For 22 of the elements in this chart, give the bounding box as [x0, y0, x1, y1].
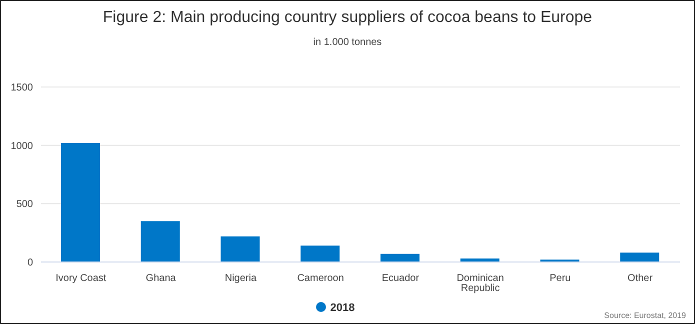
y-tick-label: 500: [16, 199, 34, 210]
bar: [220, 236, 260, 262]
y-tick-label: 1000: [10, 140, 34, 152]
x-tick-label: Other: [628, 273, 654, 284]
x-tick-label: Ecuador: [382, 273, 420, 284]
chart-title: Figure 2: Main producing country suppliers of cocoa beans to Europe: [102, 9, 594, 27]
source-note: Source: Eurostat, 2019: [604, 311, 686, 320]
x-tick-label: Nigeria: [224, 273, 257, 284]
y-tick-label: 0: [27, 258, 34, 269]
x-tick-label: Ivory Coast: [56, 273, 106, 284]
x-tick-label: Peru: [550, 273, 571, 284]
legend-label: 2018: [330, 302, 355, 314]
bar: [140, 221, 180, 262]
chart-subtitle: in 1.000 tonnes: [312, 37, 383, 48]
bar: [380, 254, 420, 262]
bar: [620, 252, 660, 262]
x-tick-label: Ghana: [146, 273, 176, 284]
x-tick-label: Dominican Republic: [456, 273, 504, 294]
bar: [61, 143, 100, 262]
x-tick-label: Cameroon: [297, 273, 344, 284]
bar: [300, 246, 340, 262]
y-tick-label: 1500: [10, 82, 34, 94]
